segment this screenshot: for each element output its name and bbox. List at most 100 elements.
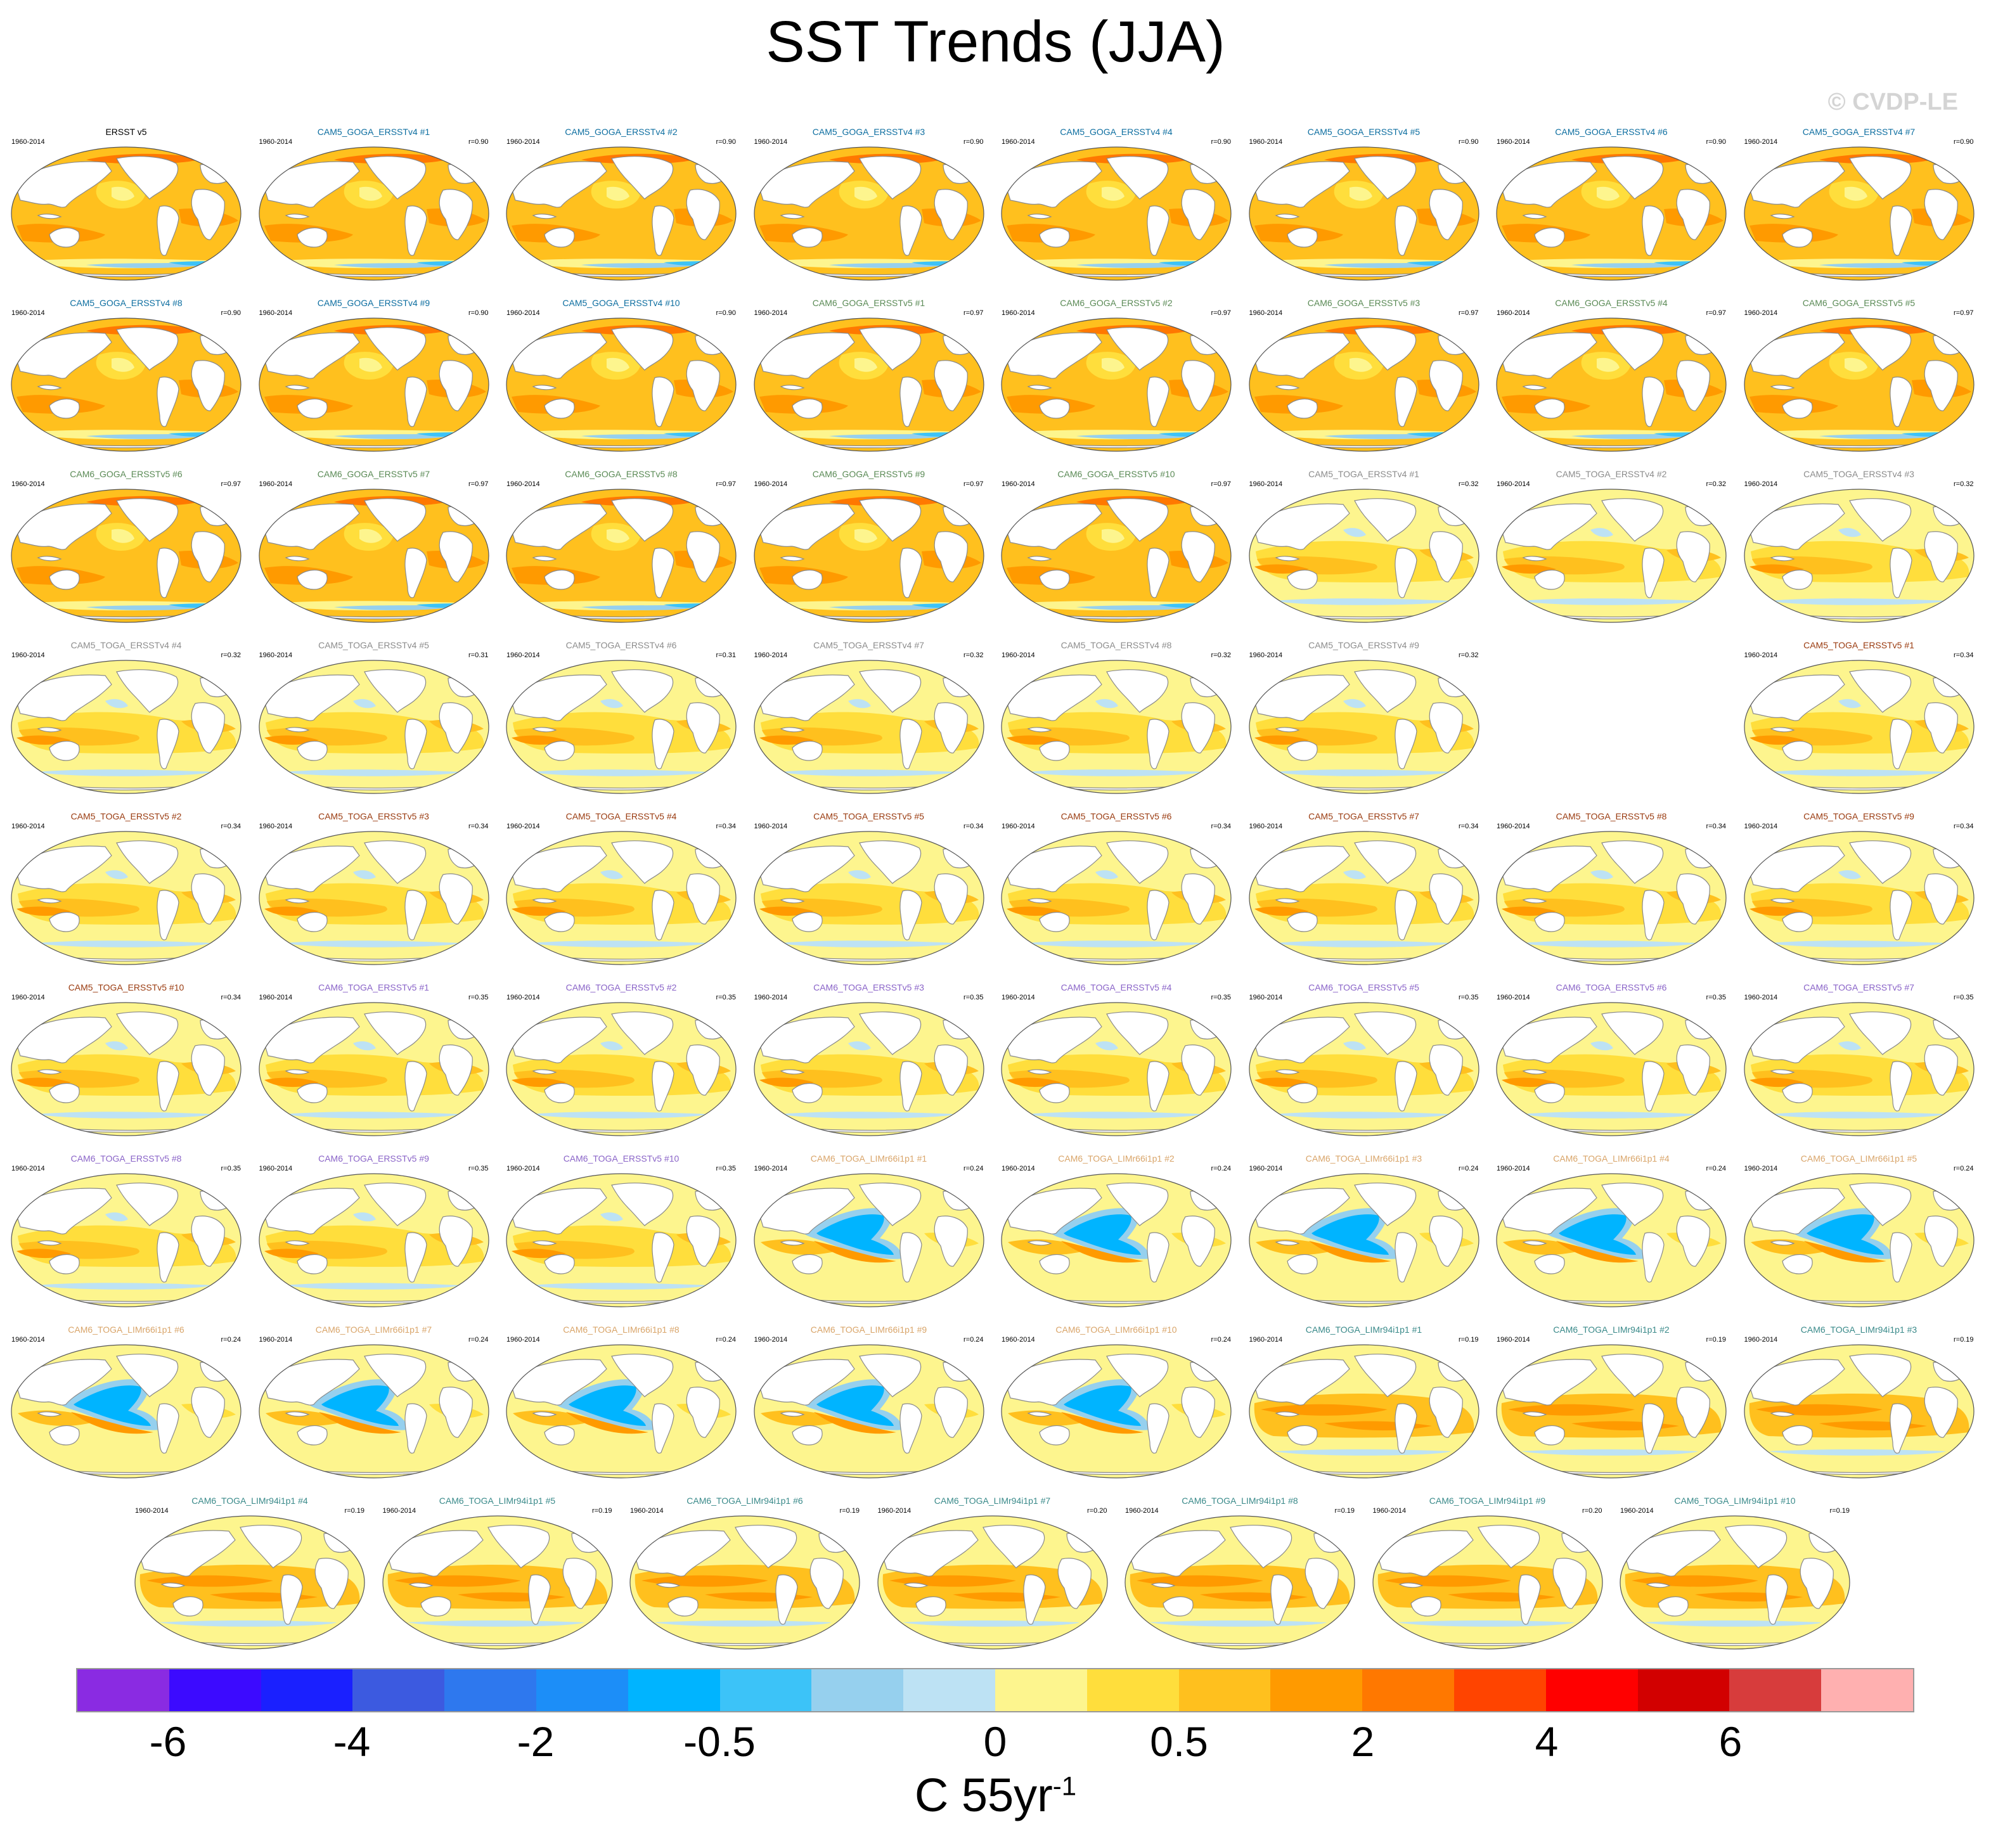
continent-outline (686, 873, 720, 925)
map-content (1497, 1174, 1726, 1307)
continent-outline (1039, 912, 1070, 932)
panel-correlation: r=0.24 (1459, 1165, 1479, 1172)
map-content (1372, 1516, 1602, 1649)
continent-outline (1181, 1387, 1215, 1438)
sst-trend-map (1001, 1344, 1232, 1479)
map-border (1001, 660, 1232, 794)
panel-correlation: r=0.90 (716, 138, 737, 146)
continent-outline (1147, 1061, 1169, 1112)
trend-contour-strong-cool (816, 1385, 894, 1426)
trend-contour-cool (406, 1620, 584, 1627)
sst-trend-map (877, 1515, 1108, 1650)
panel-title: CAM6_TOGA_ERSSTv5 #1 (318, 982, 429, 992)
map-content (1744, 318, 1974, 451)
continent-outline (191, 702, 225, 754)
continent-outline (757, 674, 855, 721)
panel-period: 1960-2014 (259, 480, 293, 488)
continent-outline (1747, 1017, 1845, 1063)
trend-contour-cool (1026, 1112, 1203, 1119)
continent-outline (285, 214, 310, 219)
panel-period: 1960-2014 (1002, 994, 1035, 1001)
panel-period: 1960-2014 (754, 823, 788, 830)
sst-trend-map (1743, 660, 1975, 794)
panel-period: 1960-2014 (1497, 1336, 1530, 1344)
continent-outline (157, 205, 179, 256)
continent-outline (1039, 741, 1070, 761)
panel-title: CAM6_TOGA_LIMr66i1p1 #7 (315, 1325, 432, 1335)
sst-trend-map (1620, 1515, 1850, 1650)
continent-outline (1534, 1083, 1565, 1103)
continent-outline (1725, 1525, 1788, 1569)
map-panel: CAM6_GOGA_ERSSTv5 #3 1960-2014 r=0.97 (1243, 298, 1485, 456)
continent-outline (15, 332, 112, 379)
map-panel: CAM6_TOGA_LIMr66i1p1 #5 1960-2014 r=0.24 (1738, 1153, 1980, 1312)
continent-outline (1106, 669, 1169, 713)
continent-outline (1410, 1596, 1441, 1617)
continent-outline (791, 1083, 823, 1103)
continent-outline (1552, 1558, 1587, 1609)
continent-outline (1534, 1425, 1565, 1446)
panel-correlation: r=0.24 (963, 1336, 984, 1344)
continent-outline (1181, 1044, 1215, 1096)
panel-correlation: r=0.34 (1211, 823, 1232, 830)
colorbar-tick-label: -0.5 (683, 1718, 756, 1765)
trend-contour-weak (359, 186, 382, 201)
map-border (506, 1344, 737, 1479)
continent-outline (15, 1017, 112, 1063)
continent-outline (655, 1582, 681, 1588)
map-panel: CAM5_GOGA_ERSSTv4 #3 1960-2014 r=0.90 (748, 127, 990, 285)
continent-outline (363, 1183, 426, 1226)
map-content (11, 1003, 241, 1136)
map-content (1744, 147, 1974, 280)
continent-outline (1765, 1574, 1788, 1625)
sst-trend-map (134, 1515, 365, 1650)
sst-trend-map (753, 660, 984, 794)
panel-period: 1960-2014 (1497, 823, 1530, 830)
panel-period: 1960-2014 (877, 1507, 912, 1515)
map-border (11, 660, 242, 794)
trend-contour-strong (1308, 1241, 1391, 1263)
continent-outline (532, 385, 557, 390)
map-border (753, 1002, 984, 1136)
panel-title: ERSST v5 (105, 127, 147, 137)
panel-period: 1960-2014 (754, 309, 788, 317)
continent-outline (1848, 327, 1911, 371)
continent-outline (1005, 332, 1102, 379)
continent-outline (1500, 161, 1597, 208)
continent-outline (363, 327, 426, 371)
colorbar-tick-label: -6 (149, 1718, 187, 1765)
panel-correlation: r=0.24 (1706, 1165, 1727, 1172)
continent-outline (1747, 161, 1845, 208)
map-panel: CAM5_GOGA_ERSSTv4 #1 1960-2014 r=0.90 (253, 127, 495, 285)
map-content (1497, 489, 1726, 622)
continent-outline (544, 1083, 575, 1103)
panel-correlation: r=0.90 (1459, 138, 1479, 146)
map-border (1743, 1344, 1975, 1479)
panel-period: 1960-2014 (1249, 1336, 1283, 1344)
map-border (258, 318, 489, 452)
continent-outline (686, 360, 720, 411)
continent-outline (262, 674, 360, 721)
continent-outline (15, 674, 112, 721)
continent-outline (439, 1387, 473, 1438)
map-content (506, 318, 736, 451)
trend-contour-cool (352, 1041, 376, 1051)
sst-trend-map (1248, 146, 1479, 281)
map-panel: CAM5_TOGA_ERSSTv4 #6 1960-2014 r=0.31 (500, 640, 742, 799)
continent-outline (1429, 702, 1463, 754)
units-exponent: -1 (1052, 1771, 1077, 1801)
map-content (1002, 831, 1231, 965)
map-content (506, 1174, 736, 1307)
sst-trend-map (11, 1173, 242, 1307)
continent-outline (296, 399, 328, 419)
map-border (1001, 1002, 1232, 1136)
panel-title: CAM5_TOGA_ERSSTv5 #6 (1060, 811, 1172, 821)
continent-outline (652, 890, 674, 940)
panel-title: CAM5_TOGA_ERSSTv5 #5 (813, 811, 924, 821)
continent-outline (49, 570, 80, 590)
colorbar-segment (1086, 1669, 1179, 1711)
panel-title: CAM5_GOGA_ERSSTv4 #4 (1060, 127, 1173, 137)
continent-outline (37, 385, 62, 390)
continent-outline (1181, 1216, 1215, 1267)
map-border (753, 1344, 984, 1479)
